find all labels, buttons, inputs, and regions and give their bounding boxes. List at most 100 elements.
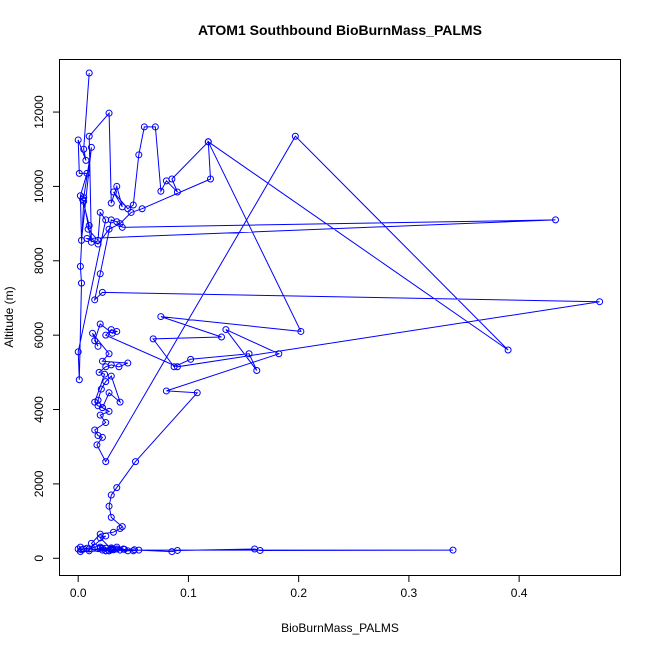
data-point xyxy=(173,546,181,554)
data-point xyxy=(129,201,137,209)
y-tick-label: 4000 xyxy=(32,396,46,423)
x-tick-label: 0.0 xyxy=(70,586,87,600)
data-point xyxy=(222,326,230,334)
x-tick-label: 0.4 xyxy=(511,586,528,600)
data-point xyxy=(105,225,113,233)
data-point xyxy=(107,513,115,521)
plot-frame xyxy=(59,59,621,576)
data-point xyxy=(102,331,110,339)
data-point xyxy=(93,441,101,449)
data-point xyxy=(149,335,157,343)
data-point xyxy=(102,378,110,386)
data-point xyxy=(120,545,128,553)
x-tick-label: 0.1 xyxy=(180,586,197,600)
data-point xyxy=(113,545,121,553)
data-point xyxy=(76,548,84,556)
data-point xyxy=(113,484,121,492)
data-point xyxy=(107,491,115,499)
data-point xyxy=(109,188,117,196)
data-point xyxy=(89,329,97,337)
data-point xyxy=(116,525,124,533)
data-point xyxy=(98,288,106,296)
data-point xyxy=(85,221,93,229)
data-point xyxy=(96,534,104,542)
data-point xyxy=(105,407,113,415)
data-point xyxy=(107,216,115,224)
data-point xyxy=(151,123,159,131)
data-point xyxy=(96,544,104,552)
data-point xyxy=(170,363,178,371)
data-point xyxy=(102,458,110,466)
data-series-line xyxy=(76,72,600,553)
y-tick-label: 8000 xyxy=(32,247,46,274)
data-point xyxy=(91,337,99,345)
data-point xyxy=(80,145,88,153)
data-point xyxy=(105,389,113,397)
data-point xyxy=(253,366,261,374)
data-point xyxy=(91,296,99,304)
y-tick-label: 10000 xyxy=(32,169,46,203)
data-point xyxy=(96,411,104,419)
data-point xyxy=(101,370,109,378)
data-point xyxy=(108,329,116,337)
data-point xyxy=(97,385,105,393)
data-point xyxy=(74,348,82,356)
data-point xyxy=(113,327,121,335)
data-point xyxy=(107,199,115,207)
data-point xyxy=(115,363,123,371)
data-point xyxy=(116,398,124,406)
data-point xyxy=(76,262,84,270)
data-point xyxy=(82,156,90,164)
data-point xyxy=(168,175,176,183)
data-point xyxy=(245,350,253,358)
data-point xyxy=(157,187,165,195)
data-point xyxy=(108,545,116,553)
data-point xyxy=(94,236,102,244)
y-tick-label: 2000 xyxy=(32,470,46,497)
data-point xyxy=(113,182,121,190)
data-point xyxy=(109,546,117,554)
data-point xyxy=(449,546,457,554)
data-point xyxy=(85,132,93,140)
data-point xyxy=(504,346,512,354)
data-point xyxy=(256,546,264,554)
data-point xyxy=(109,528,117,536)
data-point xyxy=(291,132,299,140)
data-point xyxy=(98,404,106,412)
data-point xyxy=(94,432,102,440)
data-point xyxy=(84,225,92,233)
data-points xyxy=(74,69,604,556)
data-point xyxy=(102,363,110,371)
data-point xyxy=(162,387,170,395)
data-point xyxy=(173,363,181,371)
data-point xyxy=(135,546,143,554)
data-point xyxy=(173,188,181,196)
data-point xyxy=(77,279,85,287)
data-point xyxy=(91,426,99,434)
x-axis: 0.0 0.1 0.2 0.3 0.4 xyxy=(70,575,528,600)
x-axis-label: BioBurnMass_PALMS xyxy=(281,621,399,635)
data-point xyxy=(102,419,110,427)
data-point xyxy=(94,240,102,248)
y-tick-label: 12000 xyxy=(32,95,46,129)
data-point xyxy=(74,136,82,144)
data-point xyxy=(217,333,225,341)
data-point xyxy=(105,109,113,117)
data-point xyxy=(206,175,214,183)
data-point xyxy=(83,234,91,242)
data-point xyxy=(118,523,126,531)
data-point xyxy=(193,389,201,397)
data-point xyxy=(85,69,93,77)
data-point xyxy=(98,433,106,441)
x-tick-label: 0.3 xyxy=(401,586,418,600)
data-point xyxy=(107,372,115,380)
y-tick-label: 0 xyxy=(32,555,46,562)
data-point xyxy=(116,546,124,554)
data-point xyxy=(138,205,146,213)
data-point xyxy=(275,350,283,358)
data-point xyxy=(157,313,165,321)
data-point xyxy=(596,298,604,306)
data-point xyxy=(297,327,305,335)
data-point xyxy=(94,342,102,350)
